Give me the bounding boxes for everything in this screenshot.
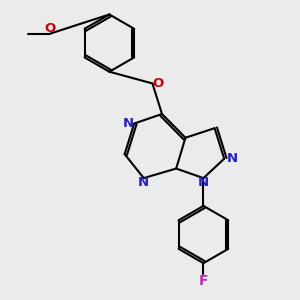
Text: O: O xyxy=(45,22,56,35)
Text: N: N xyxy=(123,117,134,130)
Text: N: N xyxy=(138,176,149,190)
Text: N: N xyxy=(226,152,237,165)
Text: O: O xyxy=(153,77,164,90)
Text: N: N xyxy=(198,176,209,190)
Text: F: F xyxy=(199,274,208,288)
